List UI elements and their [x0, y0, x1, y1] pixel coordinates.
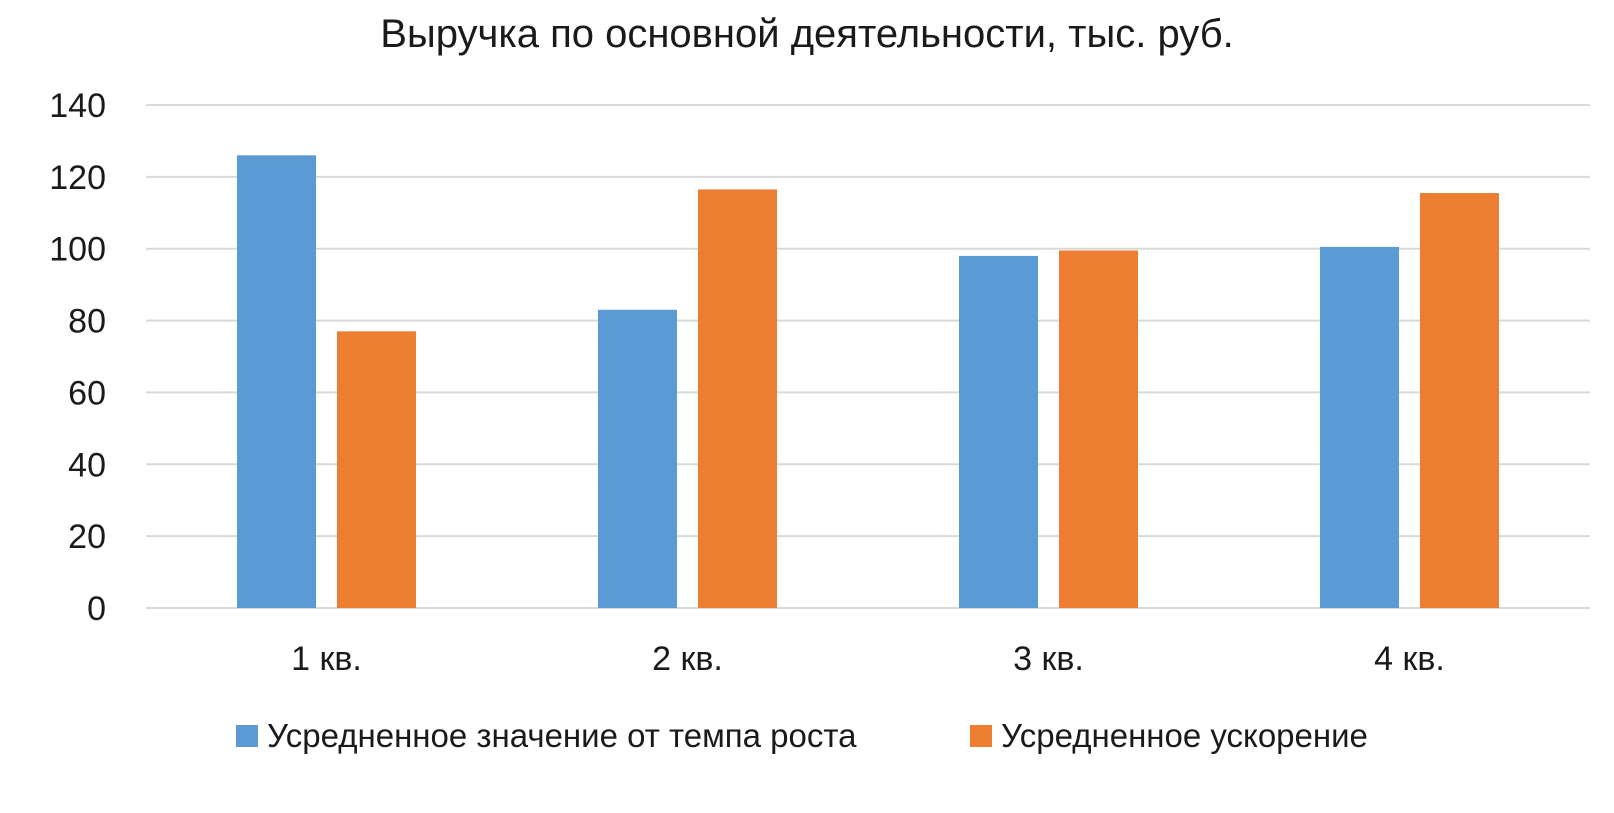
legend: Усредненное значение от темпа роста Усред… [236, 717, 1368, 754]
bar-growth-rate-q3 [959, 255, 1038, 608]
x-tick-label: 3 кв. [1013, 640, 1084, 678]
legend-label: Усредненное значение от темпа роста [267, 717, 857, 754]
y-tick-label: 120 [49, 159, 106, 197]
y-tick-label: 80 [68, 303, 106, 341]
chart-title: Выручка по основной деятельности, тыс. р… [380, 12, 1233, 56]
x-tick-label: 1 кв. [291, 640, 362, 678]
bar-growth-rate-q4 [1320, 246, 1399, 609]
bar-acceleration-q3 [1059, 250, 1138, 608]
y-axis-tick-labels: 0 20 40 60 80 100 120 140 [49, 87, 106, 628]
x-axis-tick-labels: 1 кв. 2 кв. 3 кв. 4 кв. [291, 640, 1445, 678]
y-tick-label: 60 [68, 374, 106, 412]
y-tick-label: 20 [68, 518, 106, 556]
bar-growth-rate-q2 [598, 309, 677, 608]
y-tick-label: 40 [68, 446, 106, 484]
x-tick-label: 2 кв. [652, 640, 723, 678]
x-tick-label: 4 кв. [1374, 640, 1445, 678]
legend-label: Усредненное ускорение [1001, 717, 1368, 754]
legend-swatch [970, 725, 992, 747]
bars [237, 155, 1499, 609]
bar-growth-rate-q1 [237, 155, 316, 609]
y-tick-label: 0 [87, 590, 106, 628]
y-tick-label: 100 [49, 231, 106, 269]
bar-acceleration-q4 [1420, 193, 1499, 608]
y-tick-label: 140 [49, 87, 106, 125]
legend-swatch [236, 725, 258, 747]
bar-acceleration-q2 [698, 189, 777, 609]
bar-acceleration-q1 [337, 331, 416, 608]
